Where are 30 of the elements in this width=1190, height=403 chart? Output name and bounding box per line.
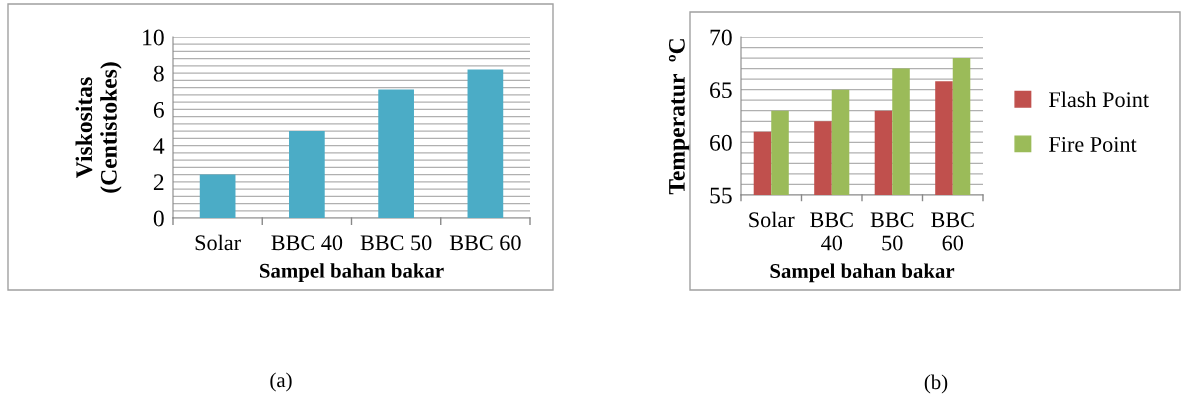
y-tick-label: 55 (710, 187, 732, 204)
text: (b) (924, 374, 948, 394)
y-tick-label: 0 (153, 210, 164, 227)
y-tick-label: 2 (153, 174, 164, 190)
y-tick-label: 65 (710, 82, 732, 99)
bar (289, 131, 325, 218)
bar (467, 69, 504, 218)
x-axis-title: Sampel bahan bakar (259, 263, 444, 283)
legend-label: Flash Point (1049, 91, 1149, 108)
y-tick-label: 70 (710, 29, 732, 46)
x-tick-label: BBC 50 (870, 212, 914, 251)
x-axis-title: Sampel bahan bakar (770, 263, 955, 283)
y-tick-label: 8 (153, 65, 164, 82)
x-tick-label: BBC 40 (810, 212, 853, 251)
x-tick-label: Solar (195, 234, 241, 251)
y-tick-label: 10 (143, 29, 164, 46)
x-tick-label: BBC 40 (271, 235, 343, 251)
y-tick-label: 60 (710, 134, 732, 151)
x-tick-label: BBC 50 (360, 235, 432, 251)
y-axis-title: Viskositas (Centistokes) (75, 62, 122, 193)
y-tick-label: 4 (153, 138, 165, 154)
bar (199, 174, 236, 218)
x-tick-label: Solar (749, 211, 795, 228)
bar (378, 89, 414, 218)
text: (a) (270, 372, 292, 392)
legend-label: Fire Point (1049, 136, 1137, 152)
x-tick-label: BBC 60 (449, 235, 521, 251)
x-tick-label: BBC 60 (931, 212, 974, 251)
y-axis-title: Temperatur ºC (668, 39, 690, 195)
y-tick-label: 6 (153, 101, 164, 118)
